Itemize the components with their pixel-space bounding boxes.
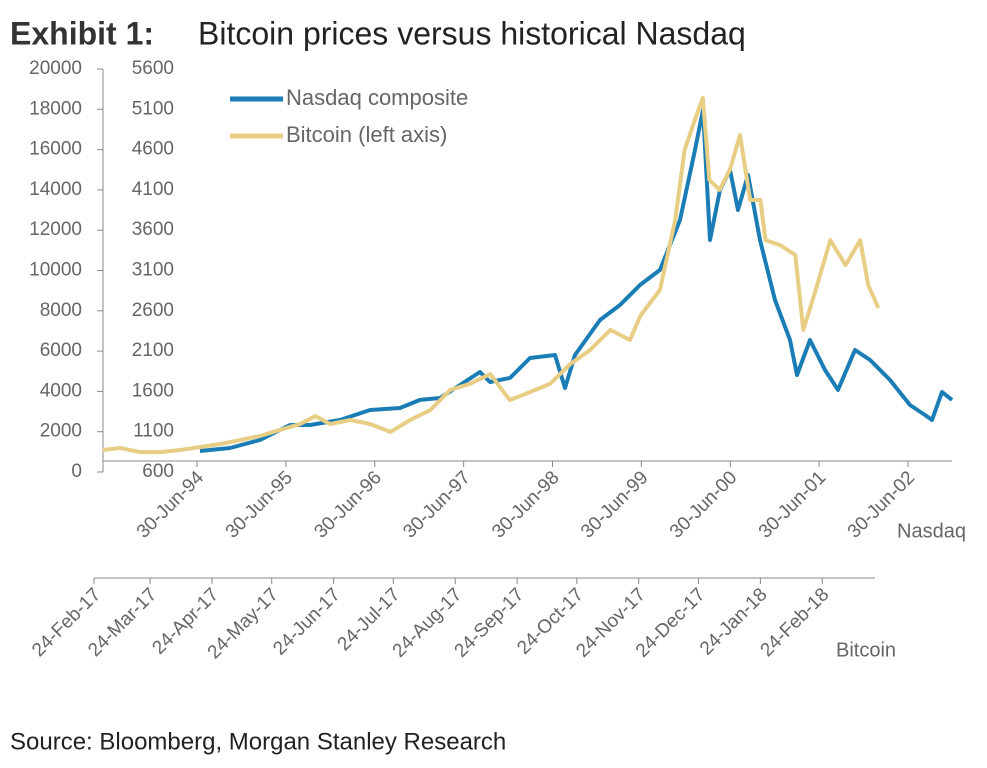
legend-label: Bitcoin (left axis) [286,122,447,147]
y2-tick-label: 4600 [132,139,174,160]
y-tick-label: 12000 [29,219,82,240]
x-tick-label: 30-Jun-99 [577,467,652,542]
source-note: Source: Bloomberg, Morgan Stanley Resear… [10,728,506,755]
series-line [102,96,881,455]
series-line [199,107,954,453]
x-tick-label: 30-Jun-98 [488,467,563,542]
x-tick-label: 30-Jun-01 [755,467,830,542]
x2-axis-label: Bitcoin [836,639,896,661]
x-tick-label: 30-Jun-00 [666,467,741,542]
x-axis-label: Nasdaq [897,520,966,542]
x-tick-label: 30-Jun-96 [311,467,386,542]
y-tick-label: 10000 [29,260,82,281]
y-tick-label: 18000 [29,98,82,119]
y-tick-label: 2000 [40,421,82,442]
exhibit-label: Exhibit 1: [10,15,154,51]
y2-tick-label: 1600 [132,380,174,401]
chart-title: Bitcoin prices versus historical Nasdaq [198,15,746,51]
legend-label: Nasdaq composite [286,85,468,110]
y2-tick-label: 5100 [132,98,174,119]
x-tick-label: 30-Jun-95 [222,467,297,542]
y2-tick-label: 600 [142,461,174,482]
y2-tick-label: 2600 [132,300,174,321]
y-tick-label: 4000 [40,380,82,401]
y2-tick-label: 3100 [132,260,174,281]
y-tick-label: 6000 [40,340,82,361]
y-tick-label: 0 [71,461,82,482]
y-tick-label: 20000 [29,58,82,79]
y-tick-label: 8000 [40,300,82,321]
y-tick-label: 16000 [29,139,82,160]
y2-tick-label: 5600 [132,58,174,79]
x2-tick-label: 24-Jun-17 [269,584,344,659]
y2-tick-label: 2100 [132,340,174,361]
y2-tick-label: 1100 [133,421,174,442]
y2-tick-label: 3600 [132,219,174,240]
x-tick-label: 30-Jun-97 [399,467,474,542]
y2-tick-label: 4100 [132,179,174,200]
y-tick-label: 14000 [29,179,82,200]
